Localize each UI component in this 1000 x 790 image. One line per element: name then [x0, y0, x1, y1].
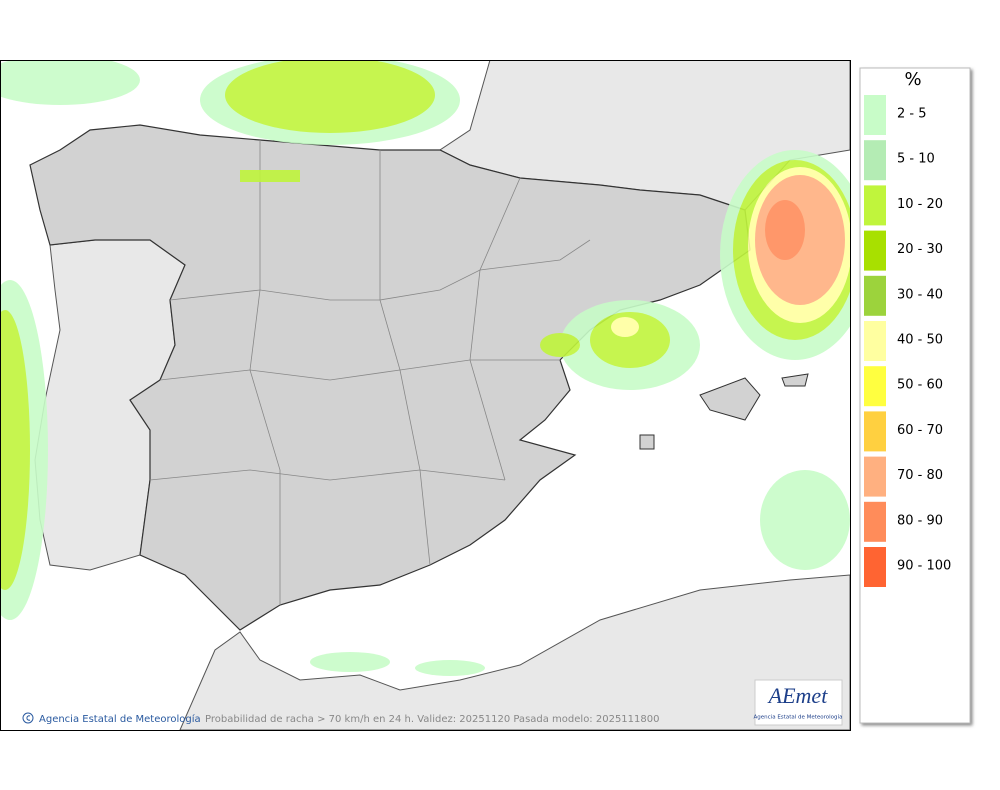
legend-swatch [864, 275, 886, 316]
legend-label: 5 - 10 [897, 152, 935, 167]
regions [149, 140, 591, 605]
legend-label: 40 - 50 [897, 333, 943, 348]
legend-swatch [864, 321, 886, 361]
menorca [781, 373, 809, 387]
legend-swatch [864, 547, 886, 587]
africa [179, 574, 850, 730]
legend-label: 70 - 80 [897, 468, 943, 483]
copyright-icon [22, 712, 34, 724]
legend-label: 10 - 20 [897, 197, 943, 212]
copyright-icon [26, 715, 31, 721]
map-frame [0, 60, 851, 731]
legend-label: 90 - 100 [897, 559, 951, 574]
legend-swatch [864, 95, 886, 135]
legend-swatch [864, 366, 886, 407]
legend-swatch [864, 501, 886, 542]
legend-label: 20 - 30 [897, 242, 943, 257]
ibiza [639, 434, 655, 450]
legend-title: % [904, 69, 921, 90]
map-area [1, 60, 850, 730]
mallorca [699, 377, 761, 421]
logo-name: AEmet [767, 683, 829, 708]
caption: Probabilidad de racha > 70 km/h en 24 h.… [205, 714, 659, 725]
legend-swatch [864, 140, 886, 181]
legend-label: 80 - 90 [897, 513, 943, 528]
legend-label: 30 - 40 [897, 287, 943, 302]
legend-swatch [864, 456, 886, 497]
legend: 2 - 5 5 - 10 10 - 20 20 - 30 30 - 40 40 - 50 5… [864, 95, 951, 587]
probability-areas [1, 60, 850, 676]
legend-label: 2 - 5 [897, 107, 927, 122]
legend-label: 60 - 70 [897, 423, 943, 438]
logo-subtitle: Agencia Estatal de Meteorología [754, 714, 843, 721]
legend-swatch [864, 411, 886, 452]
spain [29, 124, 751, 631]
legend-swatch [864, 230, 886, 271]
logo-box [754, 679, 843, 726]
legend-swatch [864, 185, 886, 226]
credit: Agencia Estatal de Meteorología [39, 713, 201, 725]
legend-label: 50 - 60 [897, 378, 943, 393]
